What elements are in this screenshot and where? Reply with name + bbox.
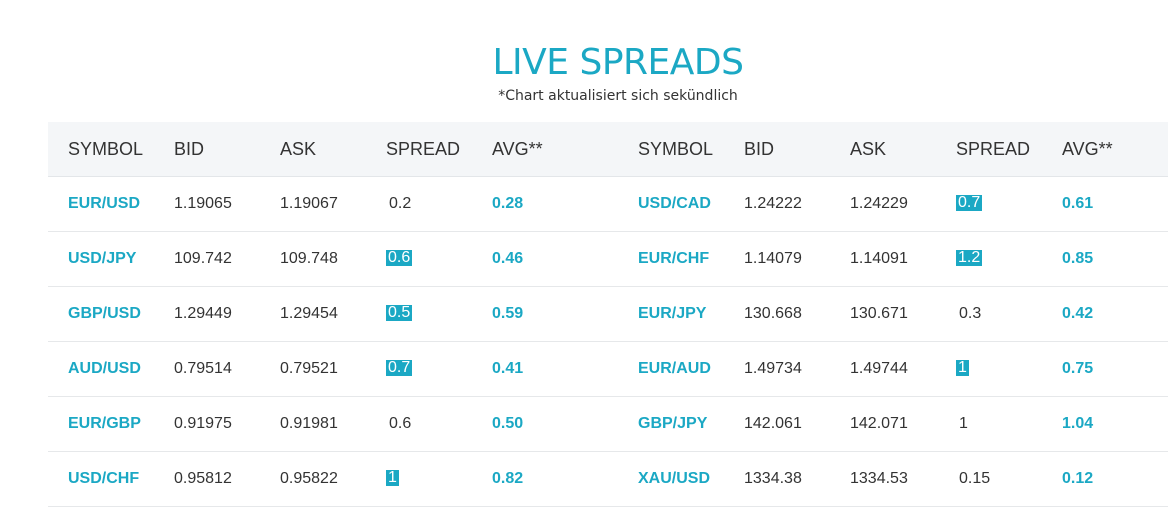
- spread-value: 1: [386, 468, 399, 486]
- page-title: LIVE SPREADS: [492, 42, 744, 83]
- symbol-link[interactable]: USD/JPY: [68, 250, 137, 267]
- header-spread: SPREAD: [386, 139, 461, 159]
- header-ask-right: ASK: [850, 139, 887, 159]
- ask-value: 1.24229: [850, 195, 908, 212]
- spread-value: 1: [959, 415, 968, 432]
- spread-value: 1.2: [956, 248, 983, 266]
- avg-value: 0.59: [492, 305, 524, 322]
- spread-cell: 1.2: [956, 232, 983, 286]
- header-symbol-right: SYMBOL: [638, 139, 714, 159]
- avg-value: 0.82: [492, 470, 524, 487]
- table-row: EUR/USD 1.19065 1.19067 0.2 0.28 USD/CAD…: [48, 177, 1168, 232]
- ask-value: 1.49744: [850, 360, 908, 377]
- spread-value: 0.5: [386, 303, 413, 321]
- bid-value: 142.061: [744, 415, 802, 432]
- spread-value: 0.2: [389, 195, 412, 212]
- avg-value: 0.41: [492, 360, 524, 377]
- spread-cell: 0.2: [386, 177, 411, 231]
- spread-value: 0.6: [386, 248, 413, 266]
- spread-cell: 0.3: [956, 287, 981, 341]
- symbol-link[interactable]: EUR/AUD: [638, 360, 711, 377]
- avg-value: 0.61: [1062, 195, 1094, 212]
- symbol-link[interactable]: EUR/USD: [68, 195, 141, 212]
- spread-cell: 0.7: [386, 342, 413, 396]
- page-subtitle: *Chart aktualisiert sich sekündlich: [498, 88, 738, 104]
- header-bid-right: BID: [744, 139, 775, 159]
- header-avg: AVG**: [492, 139, 543, 159]
- symbol-link[interactable]: EUR/JPY: [638, 305, 707, 322]
- avg-value: 0.28: [492, 195, 524, 212]
- avg-value: 0.46: [492, 250, 524, 267]
- header-ask: ASK: [280, 139, 317, 159]
- table-body: EUR/USD 1.19065 1.19067 0.2 0.28 USD/CAD…: [48, 177, 1168, 507]
- spread-cell: 0.7: [956, 177, 983, 231]
- avg-value: 0.85: [1062, 250, 1094, 267]
- symbol-link[interactable]: XAU/USD: [638, 470, 711, 487]
- symbol-link[interactable]: USD/CAD: [638, 195, 711, 212]
- bid-value: 130.668: [744, 305, 802, 322]
- header-bid: BID: [174, 139, 205, 159]
- ask-value: 109.748: [280, 250, 338, 267]
- ask-value: 130.671: [850, 305, 908, 322]
- bid-value: 0.95812: [174, 470, 232, 487]
- spread-cell: 1: [956, 397, 968, 451]
- bid-value: 0.91975: [174, 415, 232, 432]
- ask-value: 142.071: [850, 415, 908, 432]
- table-row: USD/JPY 109.742 109.748 0.6 0.46 EUR/CHF…: [48, 232, 1168, 287]
- header-spread-right: SPREAD: [956, 139, 1031, 159]
- ask-value: 1334.53: [850, 470, 908, 487]
- symbol-link[interactable]: USD/CHF: [68, 470, 140, 487]
- spread-value: 1: [956, 358, 969, 376]
- bid-value: 0.79514: [174, 360, 232, 377]
- spread-cell: 1: [956, 342, 969, 396]
- spread-value: 0.7: [386, 358, 413, 376]
- table-row: AUD/USD 0.79514 0.79521 0.7 0.41 EUR/AUD…: [48, 342, 1168, 397]
- symbol-link[interactable]: EUR/CHF: [638, 250, 710, 267]
- table-header-row: SYMBOL BID ASK SPREAD AVG** SYMBOL BID A…: [48, 122, 1168, 177]
- avg-value: 0.50: [492, 415, 524, 432]
- table-row: EUR/GBP 0.91975 0.91981 0.6 0.50 GBP/JPY…: [48, 397, 1168, 452]
- bid-value: 1334.38: [744, 470, 802, 487]
- spread-value: 0.6: [389, 415, 412, 432]
- ask-value: 0.79521: [280, 360, 338, 377]
- avg-value: 1.04: [1062, 415, 1094, 432]
- table-row: USD/CHF 0.95812 0.95822 1 0.82 XAU/USD 1…: [48, 452, 1168, 507]
- ask-value: 1.14091: [850, 250, 908, 267]
- avg-value: 0.75: [1062, 360, 1094, 377]
- bid-value: 1.19065: [174, 195, 232, 212]
- spreads-table: SYMBOL BID ASK SPREAD AVG** SYMBOL BID A…: [48, 122, 1168, 507]
- avg-value: 0.42: [1062, 305, 1094, 322]
- ask-value: 1.19067: [280, 195, 338, 212]
- spread-cell: 1: [386, 452, 399, 506]
- ask-value: 1.29454: [280, 305, 338, 322]
- spread-cell: 0.5: [386, 287, 413, 341]
- spread-value: 0.7: [956, 193, 983, 211]
- bid-value: 1.49734: [744, 360, 802, 377]
- bid-value: 1.29449: [174, 305, 232, 322]
- symbol-link[interactable]: AUD/USD: [68, 360, 141, 377]
- table-row: GBP/USD 1.29449 1.29454 0.5 0.59 EUR/JPY…: [48, 287, 1168, 342]
- header-symbol: SYMBOL: [68, 139, 144, 159]
- ask-value: 0.95822: [280, 470, 338, 487]
- bid-value: 1.24222: [744, 195, 802, 212]
- spread-value: 0.15: [959, 470, 991, 487]
- ask-value: 0.91981: [280, 415, 338, 432]
- symbol-link[interactable]: EUR/GBP: [68, 415, 141, 432]
- avg-value: 0.12: [1062, 470, 1094, 487]
- spread-cell: 0.6: [386, 397, 411, 451]
- spread-value: 0.3: [959, 305, 982, 322]
- symbol-link[interactable]: GBP/USD: [68, 305, 141, 322]
- spread-cell: 0.6: [386, 232, 413, 286]
- bid-value: 109.742: [174, 250, 232, 267]
- bid-value: 1.14079: [744, 250, 802, 267]
- spread-cell: 0.15: [956, 452, 990, 506]
- header-avg-right: AVG**: [1062, 139, 1113, 159]
- symbol-link[interactable]: GBP/JPY: [638, 415, 708, 432]
